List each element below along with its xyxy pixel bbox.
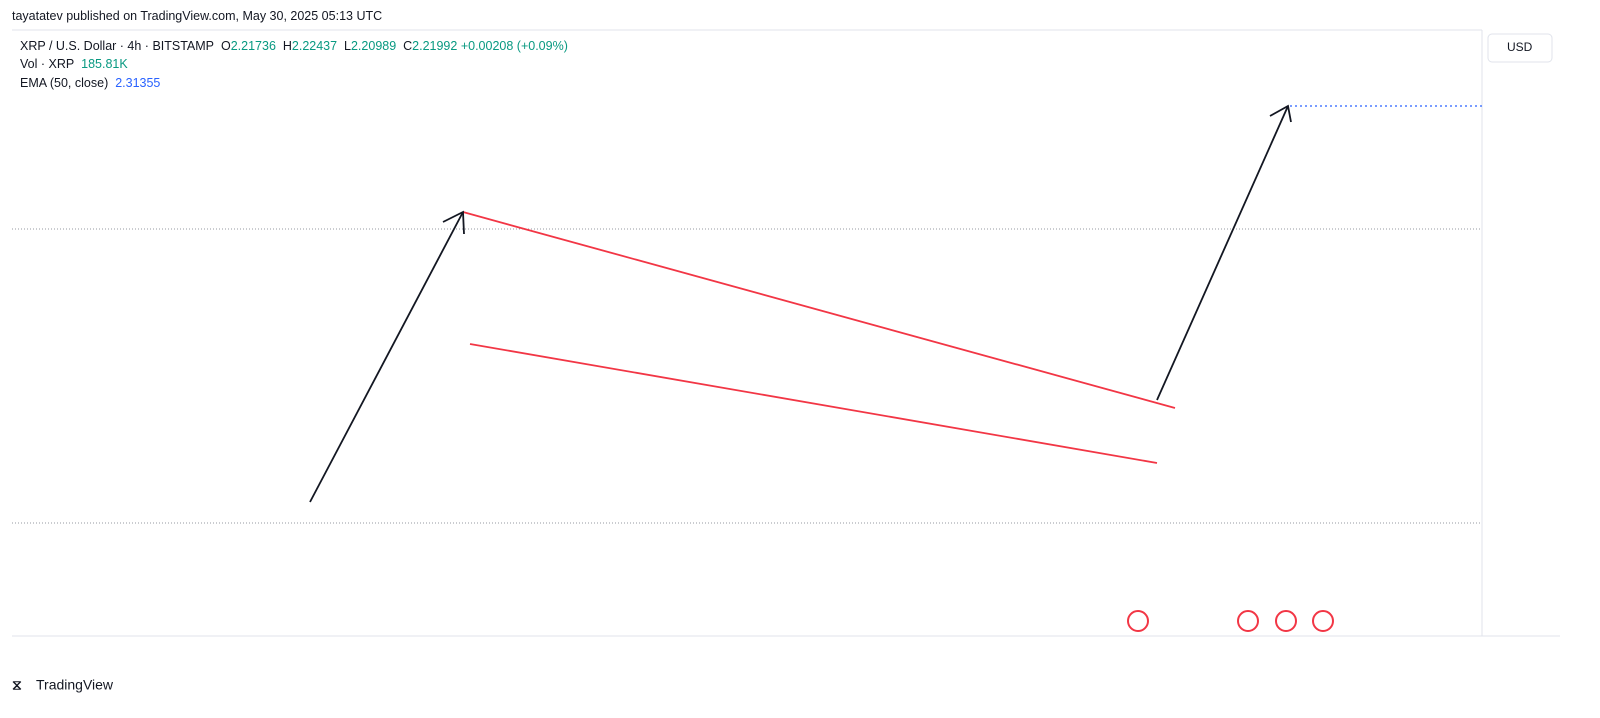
o-value: 2.21736 (230, 39, 276, 53)
h-label: H (282, 39, 292, 53)
currency: USD (1507, 40, 1533, 54)
arrow (1156, 105, 1289, 401)
vol-value: 185.81K (81, 57, 128, 71)
c-label: C (403, 39, 413, 53)
currency-button[interactable] (1487, 33, 1553, 63)
legend-main: XRP / U.S. Dollar · 4h · BITSTAMP O2.217… (20, 39, 568, 53)
legend-volume: Vol · XRP 185.81K (20, 57, 128, 71)
vol-label: Vol · XRP (20, 57, 75, 71)
o-label: O (220, 39, 231, 53)
l-value: 2.20989 (350, 39, 397, 53)
pattern-drawing (309, 104, 1482, 503)
symbol: XRP / U.S. Dollar · 4h · BITSTAMP (20, 39, 215, 53)
wedge-lower (469, 343, 1158, 464)
arrow-head (442, 210, 465, 235)
event-icon[interactable] (1237, 610, 1259, 632)
event-icons (1127, 610, 1334, 632)
arrow (309, 211, 464, 503)
ema-label: EMA (50, close) (20, 76, 109, 90)
ema-value: 2.31355 (115, 76, 161, 90)
event-icon[interactable] (1127, 610, 1149, 632)
published-line: tayatatev published on TradingView.com, … (12, 9, 383, 23)
change: +0.00208 (+0.09%) (460, 39, 568, 53)
event-icon[interactable] (1275, 610, 1297, 632)
c-value: 2.21992 (412, 39, 458, 53)
l-label: L (344, 39, 351, 53)
arrow-head (1269, 104, 1292, 123)
h-value: 2.22437 (291, 39, 338, 53)
brand-logo: ⧖ (12, 677, 22, 693)
legend-ema: EMA (50, close) 2.31355 (20, 76, 160, 90)
wedge-upper (462, 211, 1176, 409)
brand: TradingView (36, 677, 114, 693)
event-icon[interactable] (1312, 610, 1334, 632)
